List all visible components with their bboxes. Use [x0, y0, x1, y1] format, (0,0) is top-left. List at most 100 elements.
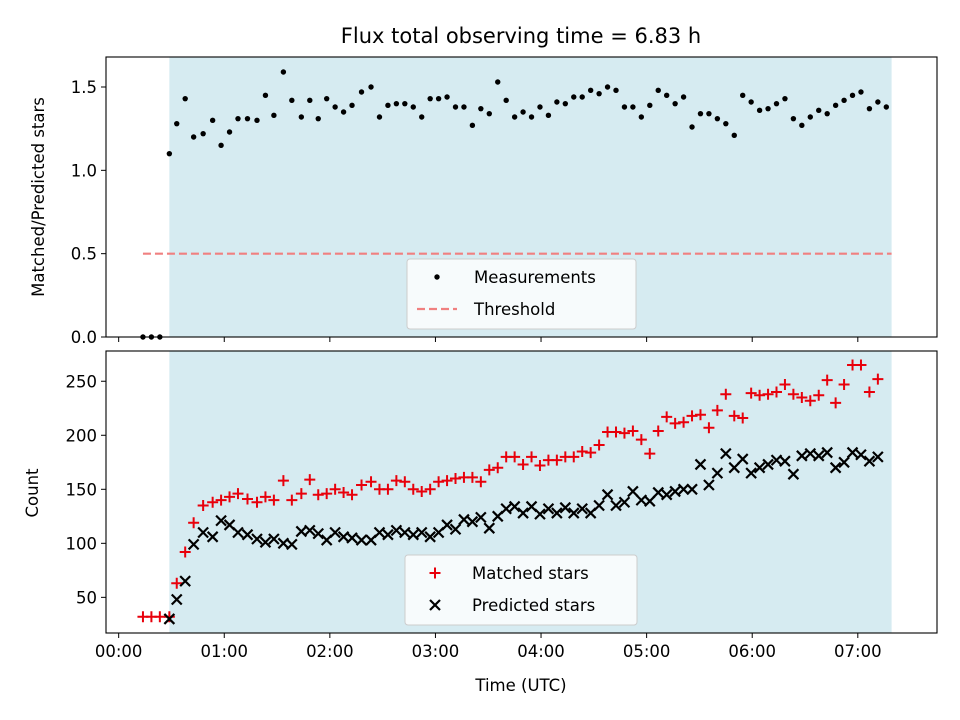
matched-stars-point	[551, 454, 563, 466]
bottom-panel: 50 100 150 200 250 00:00 01:00 02:00 03:00 04:00 0…	[66, 350, 938, 661]
predicted-stars-point	[838, 456, 850, 469]
measurement-point	[235, 115, 241, 122]
predicted-stars-point	[618, 496, 631, 509]
measurement-point	[486, 110, 492, 117]
measurement-point	[621, 104, 628, 110]
predicted-stars-point	[745, 467, 757, 479]
matched-stars-point	[450, 472, 462, 484]
matched-stars-point	[416, 485, 428, 497]
matched-stars-point	[304, 474, 316, 486]
bottom-axes-frame	[105, 350, 938, 634]
predicted-stars-point	[179, 575, 191, 587]
bottom-y-tick-label: 150	[66, 480, 98, 499]
matched-stars-point	[224, 491, 236, 503]
matched-stars-point	[492, 462, 504, 474]
matched-stars-point	[720, 388, 732, 400]
measurement-point	[748, 99, 754, 105]
predicted-stars-point	[187, 538, 200, 551]
measurement-point	[495, 79, 501, 85]
matched-stars-point	[635, 434, 647, 446]
measurement-point	[280, 69, 287, 75]
matched-stars-point	[821, 374, 833, 386]
predicted-stars-point	[407, 528, 420, 541]
predicted-stars-point	[703, 479, 715, 491]
predicted-stars-point	[551, 507, 563, 519]
measurement-point	[419, 114, 425, 120]
predicted-stars-point	[855, 448, 867, 461]
legend-matched-stars-marker	[429, 567, 441, 579]
predicted-stars-point	[796, 450, 808, 462]
matched-stars-point	[441, 475, 453, 487]
measurement-point	[740, 92, 746, 99]
measurement-point	[832, 102, 839, 109]
matched-stars-point	[251, 496, 263, 508]
measurement-point	[689, 124, 695, 130]
matched-stars-point	[779, 378, 791, 390]
matched-stars-point	[346, 489, 358, 501]
measurement-point	[427, 95, 433, 102]
chart-title: Flux total observing time = 6.83 h	[341, 24, 701, 48]
legend-predicted-stars-marker	[429, 599, 441, 611]
predicted-stars-point	[804, 447, 817, 460]
bottom-legend	[404, 554, 638, 626]
predicted-stars-point	[720, 447, 732, 460]
predicted-stars-point	[449, 523, 462, 536]
predicted-stars-point	[652, 486, 665, 499]
matched-stars-point	[728, 410, 740, 422]
bottom-y-tick-label: 200	[66, 426, 98, 445]
matched-stars-point	[268, 494, 280, 506]
predicted-stars-point	[390, 524, 403, 537]
predicted-stars-point	[829, 461, 842, 474]
measurement-point	[866, 105, 873, 112]
measurement-point	[469, 122, 476, 129]
measurement-point	[461, 104, 467, 110]
measurement-point	[435, 95, 442, 102]
bottom-data-layer	[137, 359, 884, 625]
measurement-point	[323, 95, 330, 102]
measurement-point	[655, 87, 661, 94]
predicted-stars-point	[215, 514, 227, 527]
matched-stars-point	[338, 487, 350, 499]
measurement-point	[503, 97, 509, 104]
matched-stars-point	[390, 475, 402, 487]
x-tick-label: 04:00	[517, 642, 565, 661]
predicted-stars-point	[601, 488, 614, 501]
matched-stars-point	[745, 387, 757, 399]
matched-stars-point	[576, 445, 588, 457]
measurement-point	[166, 150, 173, 157]
matched-stars-point	[399, 476, 411, 488]
matched-stars-point	[365, 476, 377, 488]
measurement-point	[731, 132, 737, 139]
measurement-point	[613, 87, 619, 94]
measurement-point	[562, 100, 569, 107]
legend-label: Predicted stars	[472, 596, 595, 615]
measurement-point	[875, 99, 881, 105]
predicted-stars-point	[593, 499, 605, 512]
measurement-point	[672, 100, 678, 107]
measurement-point	[790, 115, 797, 122]
matched-stars-point	[295, 488, 307, 500]
predicted-stars-point	[424, 531, 436, 543]
predicted-stars-point	[863, 455, 876, 467]
measurement-point	[332, 104, 338, 110]
x-tick-label: 05:00	[623, 642, 671, 661]
predicted-stars-point	[346, 532, 358, 544]
predicted-stars-point	[170, 593, 183, 606]
measurement-point	[289, 97, 295, 104]
measurement-point	[714, 115, 721, 122]
predicted-stars-point	[508, 500, 521, 513]
top-y-axis-label: Matched/Predicted stars	[29, 97, 48, 297]
matched-stars-point	[804, 395, 816, 407]
predicted-stars-point	[415, 526, 428, 539]
matched-stars-point	[762, 388, 774, 400]
predicted-stars-point	[711, 467, 724, 479]
measurement-point	[883, 104, 890, 110]
predicted-stars-point	[286, 538, 298, 551]
matched-stars-point	[863, 386, 875, 398]
matched-stars-point	[813, 389, 825, 401]
predicted-stars-point	[821, 446, 833, 459]
predicted-stars-point	[753, 461, 766, 474]
predicted-stars-point	[610, 499, 622, 512]
predicted-stars-point	[779, 455, 791, 467]
matched-stars-point	[188, 517, 200, 529]
